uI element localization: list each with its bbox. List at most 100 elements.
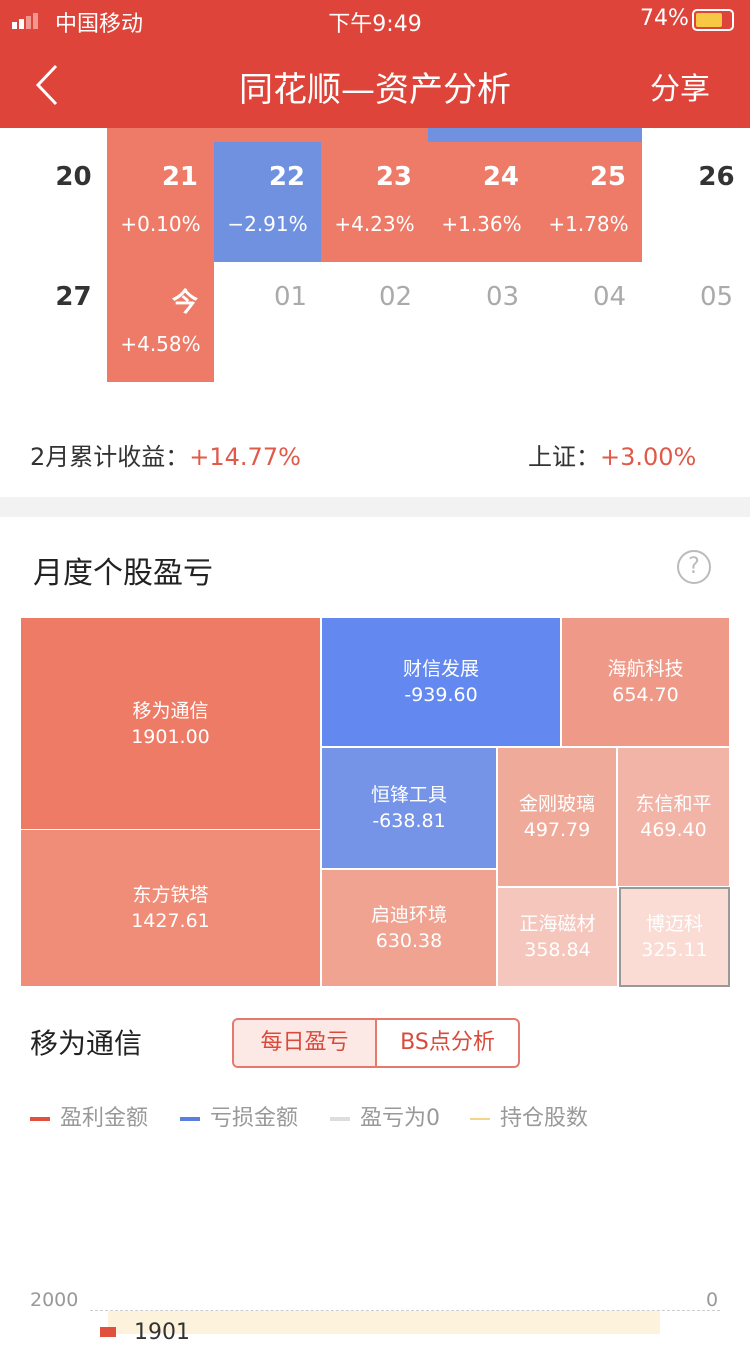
- legend-label: 亏损金额: [210, 1106, 299, 1131]
- tile-value: -939.60: [404, 684, 478, 706]
- treemap-tile[interactable]: 东信和平 469.40: [617, 747, 730, 887]
- carrier: 中国移动: [55, 12, 144, 37]
- tile-value: 630.38: [375, 930, 443, 952]
- legend-item: 持仓股数: [470, 1100, 588, 1132]
- calendar-day[interactable]: 21 +0.10%: [107, 142, 214, 262]
- treemap-tile[interactable]: 金刚玻璃 497.79: [497, 747, 617, 887]
- tile-name: 正海磁材: [519, 913, 596, 935]
- index-summary: 上证：+3.00%: [528, 437, 696, 472]
- legend-label: 盈利金额: [60, 1106, 149, 1131]
- tile-value: 497.79: [523, 819, 591, 841]
- index-value: +3.00%: [600, 443, 697, 471]
- day: 23: [375, 162, 412, 192]
- day: 05: [699, 282, 734, 312]
- treemap-tile[interactable]: 财信发展 -939.60: [321, 617, 561, 747]
- stock-title: 移为通信: [30, 1027, 143, 1060]
- calendar-day[interactable]: 26: [663, 142, 750, 262]
- day: 02: [378, 282, 413, 312]
- summary-value: +14.77%: [189, 443, 301, 471]
- nav-title: 同花顺—资产分析: [239, 70, 511, 110]
- grid-line: [90, 1310, 720, 1311]
- treemap-tile[interactable]: 海航科技 654.70: [561, 617, 730, 747]
- calendar-day[interactable]: 20: [20, 142, 127, 262]
- tile-value: -638.81: [372, 810, 446, 832]
- legend-item: 盈亏为0: [330, 1100, 440, 1132]
- tab[interactable]: BS点分析: [400, 1030, 495, 1055]
- header: 中国移动 下午9:49 74% 同花顺—资产分析 分享: [0, 0, 750, 128]
- calendar-day: 04: [556, 262, 663, 382]
- help-button[interactable]: ?: [677, 550, 711, 584]
- calendar-day: 02: [342, 262, 449, 382]
- tile-value: 1427.61: [131, 910, 210, 932]
- day: 27: [55, 282, 92, 312]
- legend-item: 盈利金额: [30, 1100, 148, 1132]
- treemap-tile[interactable]: 移为通信 1901.00: [20, 617, 321, 830]
- day: 04: [592, 282, 627, 312]
- tile-value: 1901.00: [131, 725, 210, 748]
- change: +4.58%: [120, 332, 201, 356]
- legend-label: 持仓股数: [500, 1106, 589, 1131]
- tile-name: 启迪环境: [370, 904, 447, 926]
- tooltip-marker: [100, 1327, 116, 1337]
- day: 22: [268, 162, 305, 192]
- tile-name: 东信和平: [635, 793, 712, 815]
- legend-label: 盈亏为0: [360, 1106, 440, 1131]
- day: 01: [273, 282, 308, 312]
- calendar-day[interactable]: 23 +4.23%: [321, 142, 428, 262]
- treemap-tile[interactable]: 正海磁材 358.84: [497, 887, 618, 987]
- day: 24: [482, 162, 519, 192]
- calendar-day[interactable]: 22 −2.91%: [214, 142, 321, 262]
- change: +1.78%: [548, 212, 629, 236]
- back-button[interactable]: [30, 62, 64, 108]
- change: −2.91%: [227, 212, 308, 236]
- index-label: 上证：: [528, 443, 600, 471]
- tile-value: 654.70: [612, 684, 679, 706]
- calendar-day[interactable]: 27: [20, 262, 127, 382]
- tile-name: 海航科技: [607, 658, 684, 680]
- calendar-day: 05: [663, 262, 750, 382]
- axis-label: 0: [706, 1289, 719, 1311]
- tooltip-value: 1901: [134, 1320, 190, 1345]
- calendar-day[interactable]: 25 +1.78%: [535, 142, 642, 262]
- day: 26: [698, 162, 735, 192]
- calendar-cell: [107, 128, 428, 142]
- bar: [108, 1311, 660, 1334]
- section-title: 月度个股盈亏: [33, 556, 213, 591]
- battery-level: 74%: [640, 6, 689, 31]
- day: 20: [55, 162, 92, 192]
- summary-label: 2月累计收益：: [30, 443, 190, 471]
- calendar-day[interactable]: 24 +1.36%: [428, 142, 535, 262]
- day: 03: [485, 282, 520, 312]
- change: +1.36%: [441, 212, 522, 236]
- calendar-day: 03: [449, 262, 556, 382]
- tile-value: 325.11: [641, 939, 708, 961]
- calendar-day: 01: [237, 262, 344, 382]
- time: 下午9:49: [328, 12, 422, 37]
- tile-name: 博迈科: [645, 913, 703, 935]
- tile-name: 财信发展: [402, 658, 479, 680]
- share-button[interactable]: 分享: [650, 72, 710, 107]
- tile-name: 恒锋工具: [370, 784, 447, 806]
- tile-value: 469.40: [640, 819, 707, 841]
- day: 25: [589, 162, 626, 192]
- treemap-tile[interactable]: 东方铁塔 1427.61: [20, 829, 321, 987]
- change: +0.10%: [120, 212, 201, 236]
- legend-item: 亏损金额: [180, 1100, 298, 1132]
- axis-label: 2000: [30, 1289, 79, 1311]
- battery: [692, 9, 734, 31]
- change: +4.23%: [334, 212, 415, 236]
- tile-value: 358.84: [524, 939, 591, 961]
- treemap-tile[interactable]: 博迈科 325.11: [619, 887, 730, 987]
- tile-name: 金刚玻璃: [518, 793, 595, 815]
- calendar-day[interactable]: 今 +4.58%: [107, 262, 214, 382]
- tab[interactable]: 每日盈亏: [234, 1020, 377, 1066]
- tile-name: 移为通信: [132, 699, 209, 722]
- tab-group: 每日盈亏 BS点分析: [232, 1018, 520, 1068]
- calendar-cell: [428, 128, 642, 142]
- treemap-tile[interactable]: 恒锋工具 -638.81: [321, 747, 497, 869]
- treemap-tile[interactable]: 启迪环境 630.38: [321, 869, 497, 987]
- day: 今: [171, 288, 198, 318]
- tile-name: 东方铁塔: [132, 884, 209, 906]
